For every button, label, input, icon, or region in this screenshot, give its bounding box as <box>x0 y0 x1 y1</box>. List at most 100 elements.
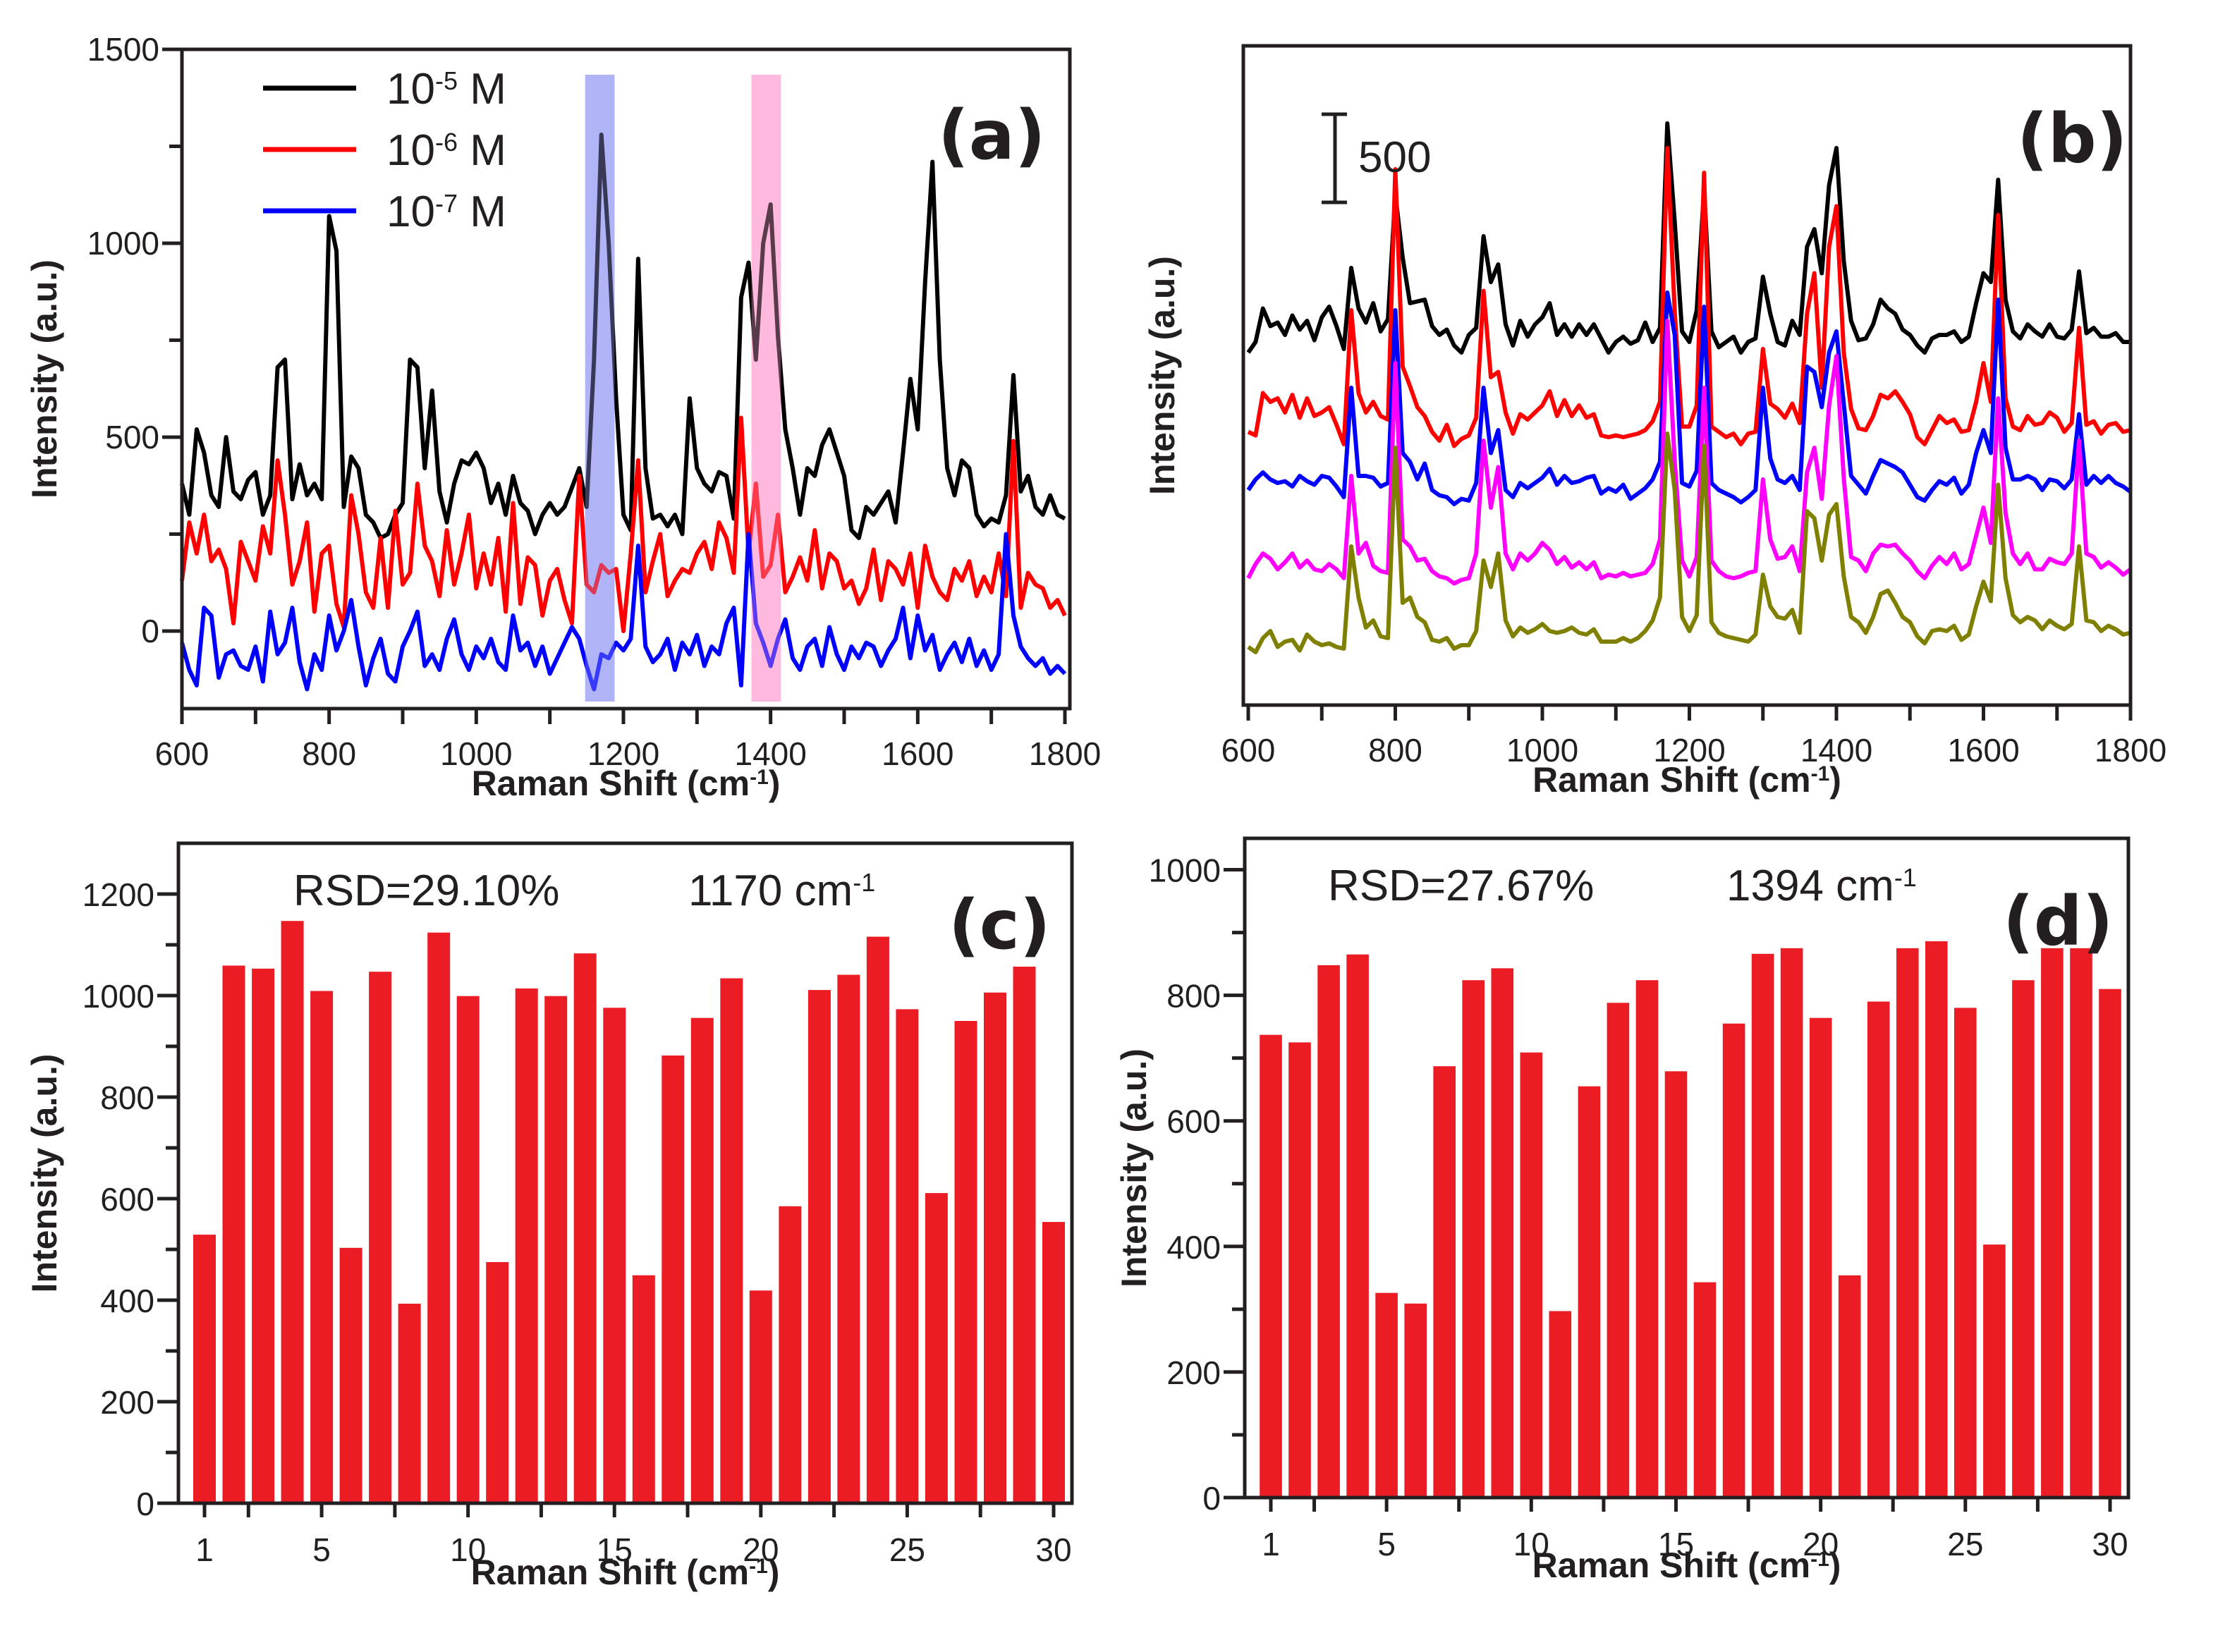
bar-2 <box>222 965 245 1503</box>
x-tick-label: 20 <box>743 1531 779 1568</box>
x-tick-label: 15 <box>597 1531 633 1568</box>
legend-label-base: 10 <box>386 126 435 175</box>
bar-6 <box>1404 1303 1427 1498</box>
bar-16 <box>632 1275 655 1503</box>
bar-4 <box>281 921 304 1503</box>
plot-frame <box>1241 44 2133 707</box>
y-tick-label: 800 <box>1166 978 1221 1015</box>
peak-annotation: 1170 cm-1 <box>688 867 875 915</box>
bar-15 <box>603 1008 626 1503</box>
bar-18 <box>690 1017 714 1503</box>
bar-17 <box>662 1056 685 1503</box>
x-tick-label: 5 <box>312 1531 331 1568</box>
legend-label-exponent: -6 <box>435 128 458 157</box>
peak-annotation-superscript: -1 <box>1894 863 1917 892</box>
series-line-3 <box>1246 290 2132 506</box>
bar-8 <box>1462 980 1485 1498</box>
bar-8 <box>398 1304 421 1503</box>
legend-label-exponent: -7 <box>435 189 458 218</box>
bar-17 <box>1722 1023 1745 1498</box>
y-tick-label: 600 <box>100 1181 154 1218</box>
x-tick-label: 10 <box>1513 1526 1549 1562</box>
x-tick-label: 600 <box>155 735 209 772</box>
bar-5 <box>1375 1292 1398 1498</box>
panel-a-spectra-concentrations: 600 800 1000 1200 1400 1600 1800 0 500 1000 1500 10… <box>25 31 1101 803</box>
legend-label-unit: M <box>458 188 506 236</box>
highlight-band-overlay-2 <box>751 75 781 702</box>
series-line-2 <box>1247 146 2131 448</box>
y-tick-label: 0 <box>136 1486 154 1522</box>
x-tick-label: 1200 <box>587 735 659 772</box>
y-tick-label: 1000 <box>87 225 159 262</box>
x-axis-title-text: Raman Shift (cm <box>472 764 750 803</box>
y-tick-label: 800 <box>100 1079 154 1116</box>
bar-10 <box>456 996 480 1503</box>
y-axis-title: Intensity (a.u.) <box>1142 256 1182 495</box>
y-tick-label: 1000 <box>1149 852 1221 889</box>
bar-11 <box>486 1262 509 1503</box>
bar-28 <box>984 992 1006 1503</box>
y-axis-title: Intensity (a.u.) <box>25 1054 64 1293</box>
y-tick-label: 400 <box>100 1283 154 1319</box>
x-tick-label: 1200 <box>1653 732 1725 769</box>
bar-15 <box>1664 1071 1688 1498</box>
bar-27 <box>2012 980 2035 1498</box>
bar-2 <box>1288 1042 1311 1498</box>
bar-21 <box>1838 1275 1861 1498</box>
y-tick-label: 0 <box>141 613 159 649</box>
x-tick-label: 30 <box>1035 1531 1071 1568</box>
x-tick-label: 1600 <box>882 735 953 772</box>
bar-5 <box>310 991 334 1503</box>
y-axis-title: Intensity (a.u.) <box>25 259 64 498</box>
x-tick-label: 1400 <box>1800 732 1872 769</box>
legend-label-2: 10-6 M <box>386 126 506 175</box>
series-line-4 <box>1246 319 2132 586</box>
y-tick-label: 1000 <box>83 978 154 1015</box>
rsd-annotation: RSD=29.10% <box>293 867 559 915</box>
bar-19 <box>720 978 743 1503</box>
rsd-annotation: RSD=27.67% <box>1328 862 1594 910</box>
x-tick-label: 1800 <box>2095 732 2166 769</box>
y-axis-title: Intensity (a.u.) <box>1114 1048 1154 1287</box>
bar-30 <box>2099 989 2121 1498</box>
bar-23 <box>837 974 860 1503</box>
y-tick-label: 600 <box>1166 1103 1221 1140</box>
bar-28 <box>2041 948 2064 1498</box>
bar-30 <box>1042 1222 1065 1503</box>
bar-13 <box>1607 1003 1630 1498</box>
x-axis-title: Raman Shift (cm-1) <box>472 764 781 803</box>
bar-21 <box>779 1206 802 1503</box>
bar-9 <box>427 932 451 1503</box>
bar-25 <box>1954 1008 1977 1498</box>
bar-29 <box>2070 948 2092 1498</box>
plot-frame <box>180 47 1072 711</box>
bar-14 <box>573 953 597 1503</box>
x-axis-title-superscript: -1 <box>1810 1548 1829 1571</box>
x-axis-title-superscript: -1 <box>749 1555 768 1578</box>
bar-16 <box>1693 1282 1717 1498</box>
bar-7 <box>1433 1066 1456 1498</box>
legend-label-exponent: -5 <box>435 66 458 95</box>
x-tick-label: 800 <box>1368 732 1422 769</box>
plot-frame <box>176 841 1074 1505</box>
y-tick-label: 200 <box>1166 1354 1221 1391</box>
bar-7 <box>369 972 392 1503</box>
x-axis-title-text: Raman Shift (cm <box>1532 760 1811 800</box>
bar-22 <box>807 990 831 1503</box>
legend-label-unit: M <box>458 65 506 114</box>
x-axis-title-superscript: -1 <box>750 766 769 789</box>
legend-label-base: 10 <box>386 188 435 236</box>
panel-label: (b) <box>2017 99 2127 178</box>
bar-25 <box>896 1009 919 1503</box>
bar-26 <box>925 1193 948 1503</box>
x-tick-label: 1 <box>195 1531 214 1568</box>
x-axis-title-text: Raman Shift (cm <box>1532 1546 1811 1585</box>
legend-label-1: 10-5 M <box>386 65 506 114</box>
x-axis-title-close: ) <box>768 1553 780 1592</box>
x-axis-title-text: Raman Shift (cm <box>471 1553 750 1592</box>
bar-20 <box>1809 1017 1832 1498</box>
bar-1 <box>1260 1034 1282 1498</box>
x-tick-label: 25 <box>1947 1526 1983 1562</box>
